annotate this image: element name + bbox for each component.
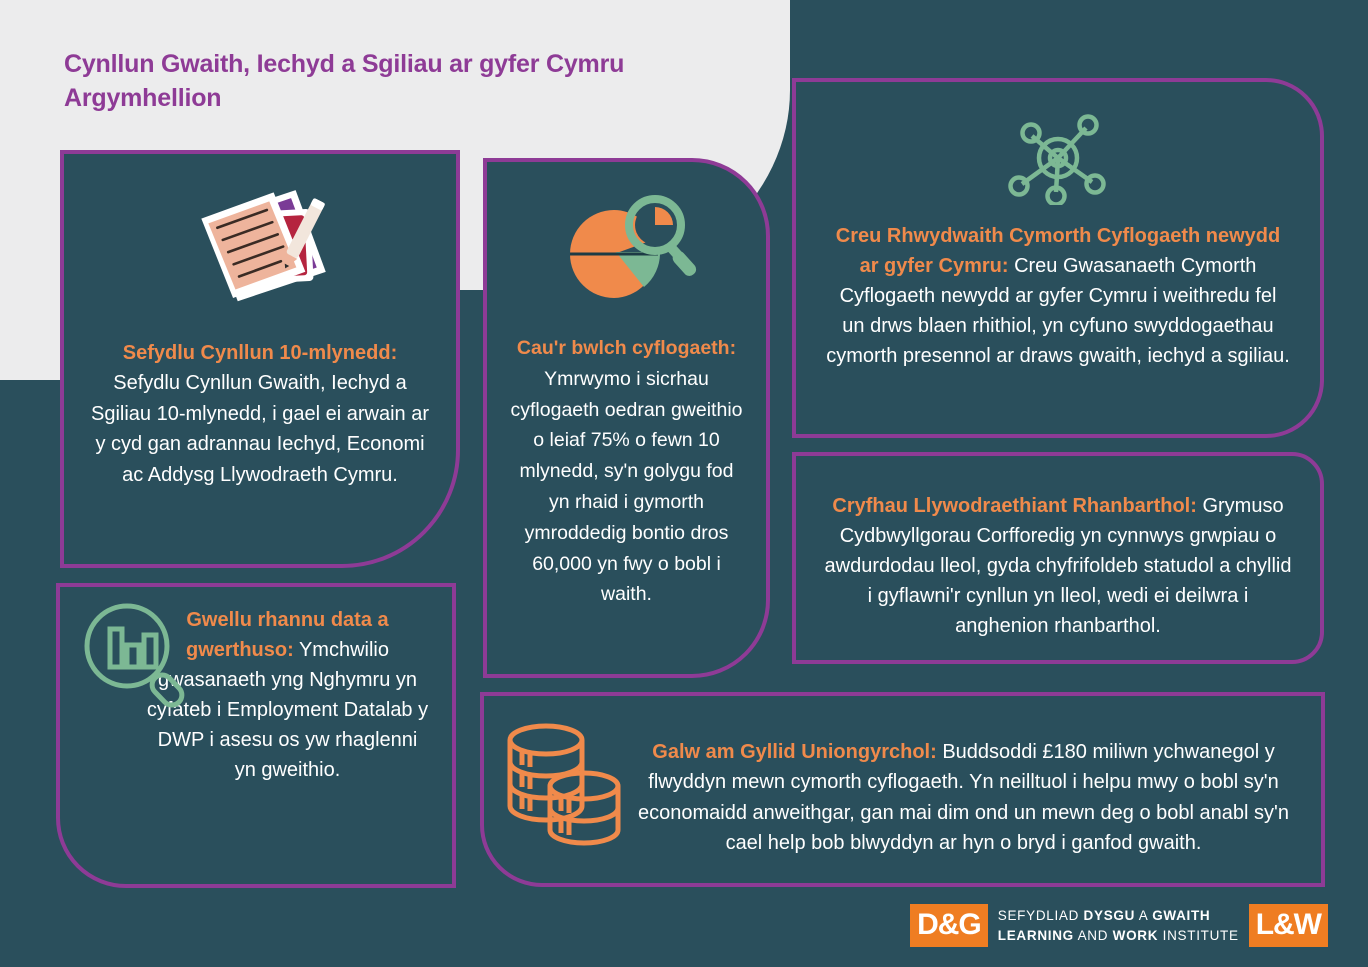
card-text: Galw am Gyllid Uniongyrchol: Buddsoddi £…: [634, 737, 1293, 859]
card-heading: Galw am Gyllid Uniongyrchol:: [652, 740, 937, 763]
network-nodes-icon: [1002, 110, 1114, 207]
card-improve-data-sharing: Gwellu rhannu data a gwerthuso: Ymchwili…: [56, 583, 456, 888]
card-heading: Gwellu rhannu data a gwerthuso:: [185, 609, 389, 661]
pie-chart-magnifier-icon: [552, 192, 702, 307]
card-create-employment-support-network: Creu Rhwydwaith Cymorth Cyflogaeth newyd…: [792, 78, 1324, 438]
card-heading: Cau'r bwlch cyflogaeth:: [516, 337, 737, 359]
card-body: Sefydlu Cynllun Gwaith, Iechyd a Sgiliau…: [91, 372, 429, 486]
card-heading: Creu Rhwydwaith Cymorth Cyflogaeth newyd…: [835, 225, 1281, 277]
page-title: Cynllun Gwaith, Iechyd a Sgiliau ar gyfe…: [64, 48, 784, 115]
card-heading: Cryfhau Llywodraethiant Rhanbarthol:: [832, 495, 1197, 517]
logo-welsh-line: SEFYDLIAD DYSGU A GWAITH: [998, 906, 1239, 926]
card-body: Ymchwilio gwasanaeth yng Nghymru yn cyfa…: [146, 639, 429, 781]
card-body: Creu Gwasanaeth Cymorth Cyflogaeth newyd…: [826, 255, 1290, 367]
card-text: Cau'r bwlch cyflogaeth: Ymrwymo i sicrha…: [509, 333, 744, 610]
logo-english-line: LEARNING AND WORK INSTITUTE: [998, 926, 1239, 946]
card-call-for-direct-funding: Galw am Gyllid Uniongyrchol: Buddsoddi £…: [480, 692, 1325, 887]
card-text: Creu Rhwydwaith Cymorth Cyflogaeth newyd…: [826, 221, 1290, 371]
card-text: Cryfhau Llywodraethiant Rhanbarthol: Gry…: [822, 491, 1294, 641]
logo-english-bold-2: WORK: [1112, 927, 1159, 943]
logo-mark-lw: L&W: [1248, 904, 1328, 947]
card-body: Ymrwymo i sicrhau cyflogaeth oedran gwei…: [510, 367, 743, 606]
logo-wordmark: SEFYDLIAD DYSGU A GWAITH LEARNING AND WO…: [998, 906, 1239, 945]
card-strengthen-regional-governance: Cryfhau Llywodraethiant Rhanbarthol: Gry…: [792, 452, 1324, 664]
footer-logo: D&G SEFYDLIAD DYSGU A GWAITH LEARNING AN…: [910, 904, 1328, 947]
page-title-line-1: Cynllun Gwaith, Iechyd a Sgiliau ar gyfe…: [64, 50, 625, 78]
bar-chart-magnifier-icon: [78, 601, 193, 716]
page-title-line-2: Argymhellion: [64, 83, 222, 112]
card-text: Sefydlu Cynllun 10-mlynedd: Sefydlu Cynl…: [90, 338, 430, 490]
logo-english-bold-1: LEARNING: [997, 927, 1074, 943]
card-heading: Sefydlu Cynllun 10-mlynedd:: [122, 342, 398, 364]
logo-welsh-bold-2: GWAITH: [1152, 907, 1211, 923]
logo-mark-dg: D&G: [910, 904, 988, 947]
logo-welsh-prefix: SEFYDLIAD: [997, 907, 1084, 923]
card-establish-10-year-plan: Sefydlu Cynllun 10-mlynedd: Sefydlu Cynl…: [60, 150, 460, 568]
card-body: Grymuso Cydbwyllgorau Corfforedig yn cyn…: [824, 495, 1292, 637]
logo-welsh-bold-1: DYSGU: [1083, 907, 1136, 923]
logo-welsh-mid: A: [1135, 907, 1153, 923]
logo-english-suffix: INSTITUTE: [1158, 927, 1239, 943]
card-body: Buddsoddi £180 miliwn ychwanegol y flwyd…: [638, 740, 1289, 854]
card-text: Gwellu rhannu data a gwerthuso: Ymchwili…: [145, 605, 430, 785]
card-close-employment-gap: Cau'r bwlch cyflogaeth: Ymrwymo i sicrha…: [483, 158, 770, 678]
logo-english-mid: AND: [1073, 927, 1113, 943]
document-pencil-icon: [178, 188, 343, 308]
stacked-coins-icon: [502, 718, 627, 863]
